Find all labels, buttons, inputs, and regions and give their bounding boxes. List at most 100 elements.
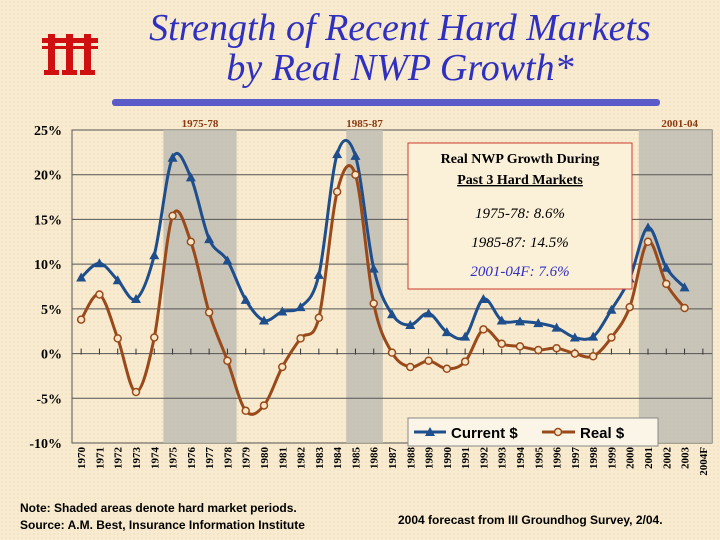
data-point-current bbox=[259, 315, 269, 325]
data-point-real bbox=[570, 349, 580, 358]
data-point-current bbox=[368, 263, 379, 273]
x-tick-label: 2002 bbox=[661, 447, 673, 470]
data-point-current bbox=[405, 319, 416, 329]
data-point-current bbox=[441, 327, 452, 337]
x-tick-label: 1976 bbox=[186, 447, 198, 470]
data-point-current bbox=[313, 269, 324, 279]
data-point-current bbox=[204, 234, 215, 244]
title-line-1: Strength of Recent Hard Markets bbox=[149, 7, 651, 49]
data-point-current bbox=[515, 316, 525, 326]
data-point-real bbox=[204, 308, 214, 317]
data-point-real bbox=[497, 339, 506, 348]
data-point-current bbox=[478, 294, 489, 304]
data-point-real bbox=[113, 334, 122, 343]
data-point-real bbox=[223, 356, 232, 365]
data-point-real bbox=[643, 237, 653, 247]
data-point-real bbox=[296, 334, 305, 343]
x-tick-label: 1990 bbox=[442, 447, 454, 470]
shaded-period-1 bbox=[346, 130, 383, 443]
data-point-current bbox=[643, 222, 653, 232]
data-point-current bbox=[569, 332, 580, 342]
data-point-current bbox=[112, 275, 123, 285]
x-tick-label: 1977 bbox=[204, 447, 216, 470]
x-tick-label: 1987 bbox=[387, 447, 399, 470]
y-tick-label: 20% bbox=[34, 169, 62, 184]
data-point-real bbox=[131, 387, 141, 397]
data-point-current bbox=[606, 304, 617, 314]
x-tick-label: 1988 bbox=[405, 447, 417, 470]
x-tick-label: 1996 bbox=[552, 447, 564, 470]
data-point-real bbox=[515, 342, 525, 351]
data-point-current bbox=[76, 272, 87, 282]
x-tick-label: 1986 bbox=[369, 447, 381, 470]
legend-label-real: Real $ bbox=[580, 425, 625, 442]
data-point-current bbox=[661, 262, 672, 272]
x-tick-label: 1982 bbox=[296, 447, 308, 470]
data-point-real bbox=[168, 211, 177, 221]
x-tick-label: 1993 bbox=[497, 447, 509, 470]
data-point-real bbox=[241, 406, 250, 416]
x-tick-label: 1997 bbox=[570, 447, 582, 470]
data-point-real bbox=[534, 345, 543, 355]
data-point-current bbox=[94, 258, 105, 268]
data-point-real bbox=[278, 362, 287, 372]
data-point-real bbox=[406, 362, 415, 372]
shaded-period-2 bbox=[638, 130, 712, 443]
x-tick-label: 1981 bbox=[277, 447, 289, 469]
x-tick-label: 2001 bbox=[643, 447, 655, 469]
x-tick-label: 2000 bbox=[625, 447, 637, 470]
data-point-current bbox=[277, 306, 288, 316]
data-point-current bbox=[533, 318, 544, 328]
x-tick-label: 1991 bbox=[460, 447, 472, 469]
data-point-current bbox=[496, 315, 507, 325]
shaded-period-label: 1975-78 bbox=[182, 118, 219, 130]
footnote-line-1: Note: Shaded areas denote hard market pe… bbox=[20, 501, 297, 515]
data-point-current bbox=[423, 308, 434, 318]
data-point-real bbox=[314, 313, 324, 323]
data-point-current bbox=[167, 152, 178, 162]
x-tick-label: 1980 bbox=[259, 447, 271, 470]
x-tick-label: 1992 bbox=[478, 447, 490, 470]
forecast-note: 2004 forecast from III Groundhog Survey,… bbox=[398, 513, 663, 527]
data-point-real bbox=[588, 352, 598, 361]
legend-marker-current bbox=[425, 427, 435, 436]
data-point-current bbox=[131, 294, 141, 304]
footnote-line-2: Source: A.M. Best, Insurance Information… bbox=[20, 518, 305, 532]
y-tick-label: 5% bbox=[41, 303, 62, 318]
x-tick-label: 1974 bbox=[149, 447, 161, 470]
y-tick-label: 10% bbox=[34, 258, 62, 273]
data-point-real bbox=[95, 290, 104, 299]
shaded-period-label: 1985-87 bbox=[346, 118, 383, 130]
data-point-current bbox=[551, 322, 562, 332]
annotation-line: 1975-78: 8.6% bbox=[475, 206, 565, 222]
x-tick-label: 1985 bbox=[350, 447, 362, 470]
x-tick-label: 1972 bbox=[113, 447, 125, 470]
x-tick-label: 1989 bbox=[424, 447, 436, 470]
data-point-real bbox=[479, 325, 488, 334]
data-point-real bbox=[369, 299, 378, 308]
data-point-current bbox=[222, 255, 233, 265]
shaded-period-0 bbox=[163, 130, 237, 443]
data-point-real bbox=[442, 364, 452, 374]
data-point-current bbox=[149, 250, 160, 260]
x-tick-label: 2003 bbox=[680, 447, 692, 470]
annotation-box bbox=[407, 142, 633, 290]
x-tick-label: 1973 bbox=[131, 447, 143, 470]
data-point-real bbox=[186, 237, 196, 247]
data-point-real bbox=[552, 343, 561, 353]
data-point-real bbox=[662, 279, 671, 289]
data-point-real bbox=[460, 357, 470, 366]
y-tick-label: 15% bbox=[34, 213, 62, 228]
y-tick-label: 25% bbox=[34, 124, 62, 139]
page-title: Strength of Recent Hard Markets by Real … bbox=[105, 8, 695, 88]
x-tick-label: 1984 bbox=[332, 447, 344, 470]
data-point-current bbox=[185, 172, 196, 182]
data-point-current bbox=[332, 149, 343, 159]
data-point-current bbox=[295, 302, 306, 312]
data-point-real bbox=[76, 315, 86, 324]
data-point-real bbox=[625, 302, 634, 312]
x-tick-label: 1978 bbox=[222, 447, 234, 470]
data-point-current bbox=[240, 294, 251, 304]
data-point-real bbox=[150, 333, 159, 342]
